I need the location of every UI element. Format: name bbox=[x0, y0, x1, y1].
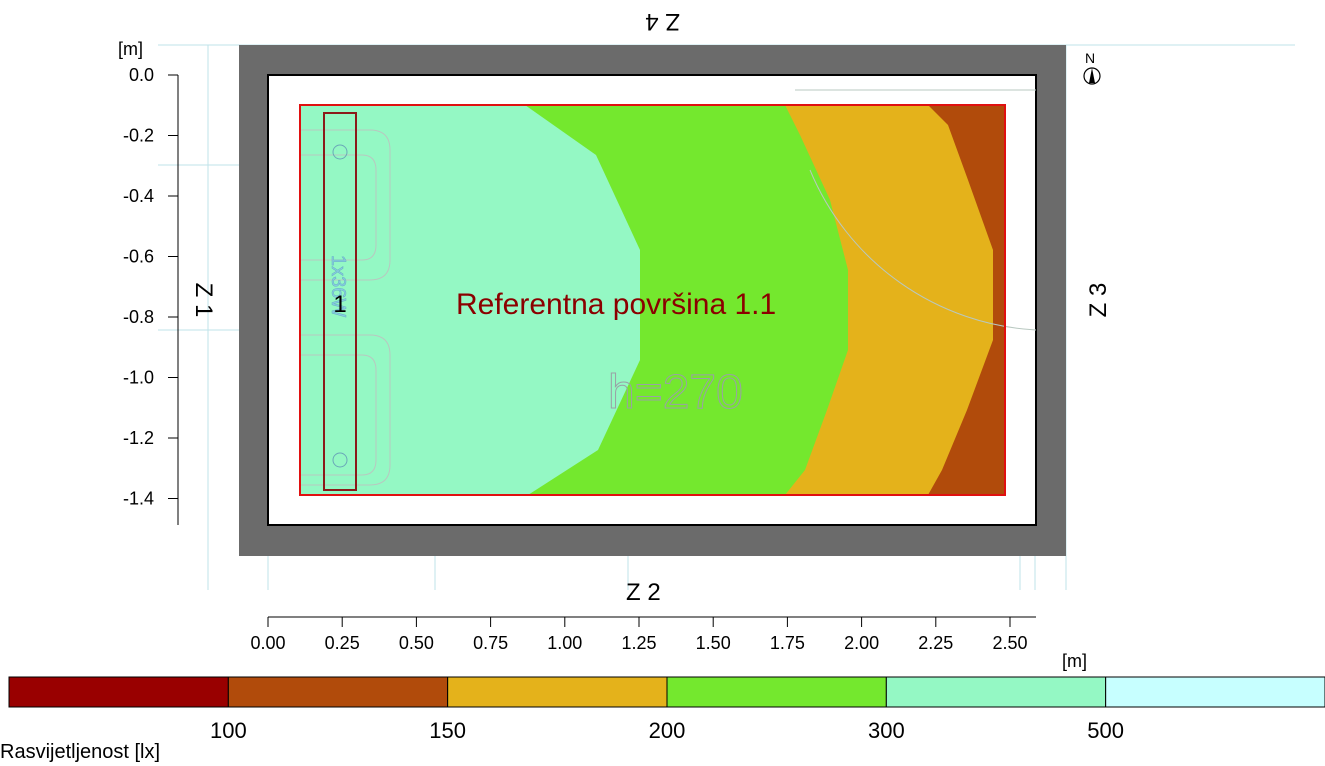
y-axis-unit: [m] bbox=[118, 39, 143, 59]
y-tick-label: -1.0 bbox=[123, 368, 154, 388]
luminaire-lamp-bottom bbox=[332, 452, 348, 468]
legend-swatch bbox=[1105, 676, 1325, 708]
y-tick-label: -0.2 bbox=[123, 126, 154, 146]
x-tick-label: 1.75 bbox=[770, 633, 805, 653]
y-tick-label: -1.2 bbox=[123, 428, 154, 448]
compass: N bbox=[1083, 50, 1101, 85]
luminaire-lamp-top bbox=[332, 144, 348, 160]
luminaire-body bbox=[323, 112, 357, 491]
y-tick-label: -0.6 bbox=[123, 247, 154, 267]
legend-swatch bbox=[885, 676, 1107, 708]
illuminance-legend: Rasvijetljenost [lx] 100 150 200 300 500 bbox=[0, 676, 1325, 763]
y-axis: [m] 0.0 -0.2 -0.4 -0.6 -0.8 -1.0 -1.2 -1.4 bbox=[118, 39, 179, 525]
x-tick-label: 2.25 bbox=[918, 633, 953, 653]
legend-title: Rasvijetljenost [lx] bbox=[0, 741, 160, 763]
x-tick-label: 1.00 bbox=[547, 633, 582, 653]
x-tick-label: 1.50 bbox=[696, 633, 731, 653]
legend-tick-label: 100 bbox=[210, 718, 247, 743]
compass-north-label: N bbox=[1085, 50, 1095, 66]
legend-swatch bbox=[227, 676, 449, 708]
x-tick-label: 0.25 bbox=[325, 633, 360, 653]
x-tick-label: 0.00 bbox=[250, 633, 285, 653]
x-tick-label: 0.75 bbox=[473, 633, 508, 653]
legend-swatch bbox=[8, 676, 229, 708]
surface-name-label: Referentna površina 1.1 bbox=[456, 288, 776, 321]
luminaire-number: 1 bbox=[333, 291, 346, 318]
luminaire-type-label: 1x36W bbox=[327, 255, 349, 317]
y-tick-label: 0.0 bbox=[129, 65, 154, 85]
x-tick-label: 1.25 bbox=[621, 633, 656, 653]
x-axis-unit: [m] bbox=[1062, 651, 1087, 671]
wall-label-left: Z 1 bbox=[190, 283, 217, 318]
x-axis: [m] 0.00 0.25 0.50 0.75 1.00 1.25 1.50 1.75 2.00… bbox=[250, 616, 1087, 671]
wall-label-bottom: Z 2 bbox=[626, 579, 661, 606]
x-tick-label: 2.00 bbox=[844, 633, 879, 653]
wall-label-right: Z 3 bbox=[1085, 283, 1112, 318]
y-tick-label: -0.8 bbox=[123, 307, 154, 327]
x-tick-label: 2.50 bbox=[992, 633, 1027, 653]
x-tick-label: 0.50 bbox=[399, 633, 434, 653]
luminaire: 1x36W 1 bbox=[323, 112, 357, 491]
wall-label-top: Z 4 bbox=[645, 8, 680, 35]
y-tick-label: -1.4 bbox=[123, 489, 154, 509]
legend-tick-label: 200 bbox=[649, 718, 686, 743]
y-tick-label: -0.4 bbox=[123, 186, 154, 206]
reference-surface-outline bbox=[299, 104, 1006, 496]
legend-tick-label: 150 bbox=[429, 718, 466, 743]
guide-arcs bbox=[300, 89, 1037, 486]
mounting-height-label: h=270 bbox=[608, 366, 743, 419]
illuminance-contours bbox=[300, 105, 1005, 495]
zone-100-150 bbox=[928, 105, 1005, 495]
zone-300-500 bbox=[300, 105, 640, 495]
legend-tick-label: 300 bbox=[868, 718, 905, 743]
legend-swatch bbox=[447, 676, 668, 708]
legend-swatch bbox=[666, 676, 887, 708]
legend-tick-label: 500 bbox=[1087, 718, 1124, 743]
